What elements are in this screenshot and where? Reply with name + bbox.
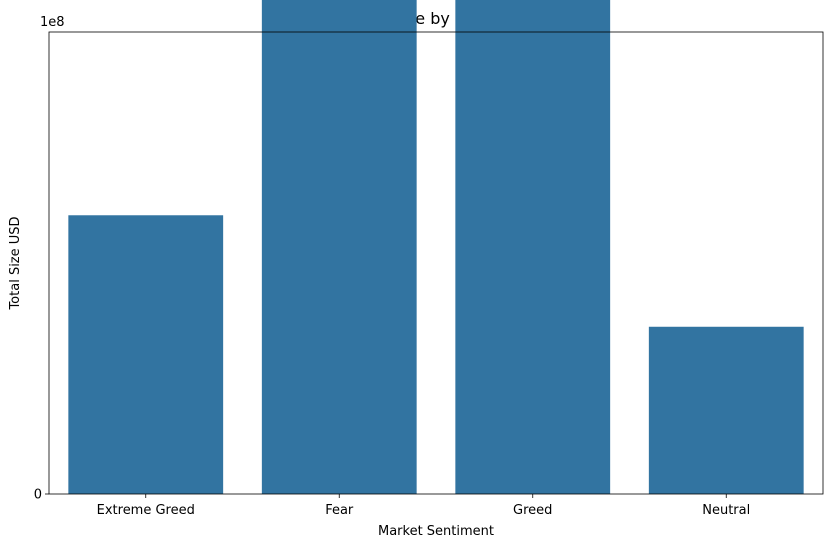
y-axis-offset-label: 1e8 [40,15,65,30]
x-tick-label: Fear [325,503,354,518]
x-ticks-group: Extreme Greed Fear Greed Neutral [97,494,750,518]
bar-neutral [648,326,804,494]
y-ticks-group: 0123456 [34,488,49,503]
x-tick-label: Extreme Greed [97,503,195,518]
bar-fear [261,0,417,494]
y-axis-label: Total Size USD [8,216,23,310]
y-tick-label: 0 [34,488,42,503]
x-tick-label: Neutral [702,503,750,518]
bar-greed [455,0,611,494]
bars-group [68,0,804,494]
plot-frame [48,31,824,495]
x-tick-label: Greed [513,503,552,518]
bar-extreme-greed [68,215,224,494]
x-axis-label: Market Sentiment [378,524,494,539]
